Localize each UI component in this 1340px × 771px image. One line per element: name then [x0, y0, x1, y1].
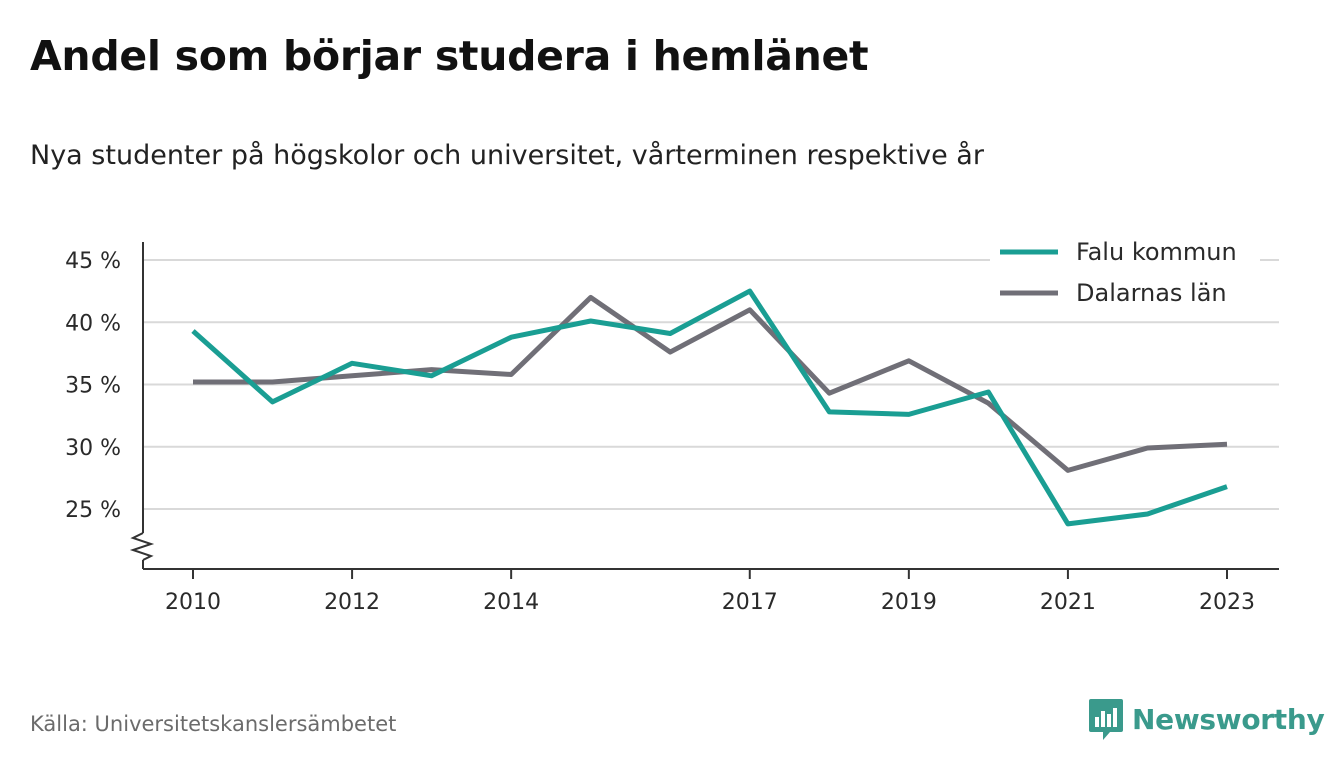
data-point-dalarnas-lan	[827, 391, 832, 396]
x-tick-label: 2023	[1199, 590, 1255, 615]
data-point-falu-kommun	[1145, 511, 1150, 516]
x-tick-label: 2019	[881, 590, 937, 615]
legend: Falu kommun Dalarnas län	[990, 232, 1260, 320]
data-point-falu-kommun	[1225, 484, 1230, 489]
data-point-falu-kommun	[509, 335, 514, 340]
x-tick-label: 2017	[722, 590, 778, 615]
data-point-dalarnas-lan	[906, 358, 911, 363]
legend-label-falu-kommun: Falu kommun	[1076, 238, 1237, 266]
y-tick-label: 45 %	[65, 249, 121, 274]
x-tick-label: 2021	[1040, 590, 1096, 615]
data-point-dalarnas-lan	[509, 372, 514, 377]
y-axis-break	[129, 532, 155, 561]
data-point-falu-kommun	[906, 412, 911, 417]
data-point-dalarnas-lan	[429, 367, 434, 372]
y-tick-label: 25 %	[65, 498, 121, 523]
brand-name: Newsworthy	[1132, 702, 1325, 736]
x-tick-label: 2014	[483, 590, 539, 615]
data-point-falu-kommun	[827, 409, 832, 414]
chart-subtitle: Nya studenter på högskolor och universit…	[30, 140, 984, 171]
legend-label-dalarnas-lan: Dalarnas län	[1076, 279, 1227, 307]
data-point-dalarnas-lan	[747, 307, 752, 312]
data-point-dalarnas-lan	[1065, 468, 1070, 473]
brand-logo: Newsworthy	[1088, 697, 1325, 741]
data-point-falu-kommun	[350, 361, 355, 366]
data-point-dalarnas-lan	[588, 295, 593, 300]
data-point-dalarnas-lan	[986, 401, 991, 406]
newsworthy-icon	[1089, 699, 1123, 740]
data-point-falu-kommun	[747, 289, 752, 294]
data-point-dalarnas-lan	[1225, 442, 1230, 447]
y-tick-label: 30 %	[65, 436, 121, 461]
data-point-falu-kommun	[986, 389, 991, 394]
legend-background	[990, 232, 1260, 320]
axes: 25 % 30 % 35 % 40 % 45 % 2010 2012 2014 2017 2019…	[65, 242, 1279, 615]
source-note: Källa: Universitetskanslersämbetet	[30, 712, 397, 736]
data-point-falu-kommun	[191, 328, 196, 333]
data-point-dalarnas-lan	[270, 380, 275, 385]
data-point-falu-kommun	[1065, 521, 1070, 526]
data-point-falu-kommun	[668, 331, 673, 336]
series-line-falu-kommun	[191, 288, 1228, 527]
y-tick-label: 35 %	[65, 374, 121, 399]
data-point-dalarnas-lan	[350, 373, 355, 378]
data-point-falu-kommun	[588, 319, 593, 324]
data-point-falu-kommun	[270, 399, 275, 404]
data-point-falu-kommun	[429, 373, 434, 378]
series-line-dalarnas-lan	[193, 294, 1228, 473]
y-tick-label: 40 %	[65, 311, 121, 336]
chart-title: Andel som börjar studera i hemlänet	[30, 32, 869, 80]
data-point-dalarnas-lan	[1145, 445, 1150, 450]
data-point-dalarnas-lan	[191, 380, 196, 385]
x-tick-label: 2012	[324, 590, 380, 615]
x-tick-label: 2010	[165, 590, 221, 615]
data-point-dalarnas-lan	[668, 350, 673, 355]
series-lines	[191, 288, 1230, 527]
